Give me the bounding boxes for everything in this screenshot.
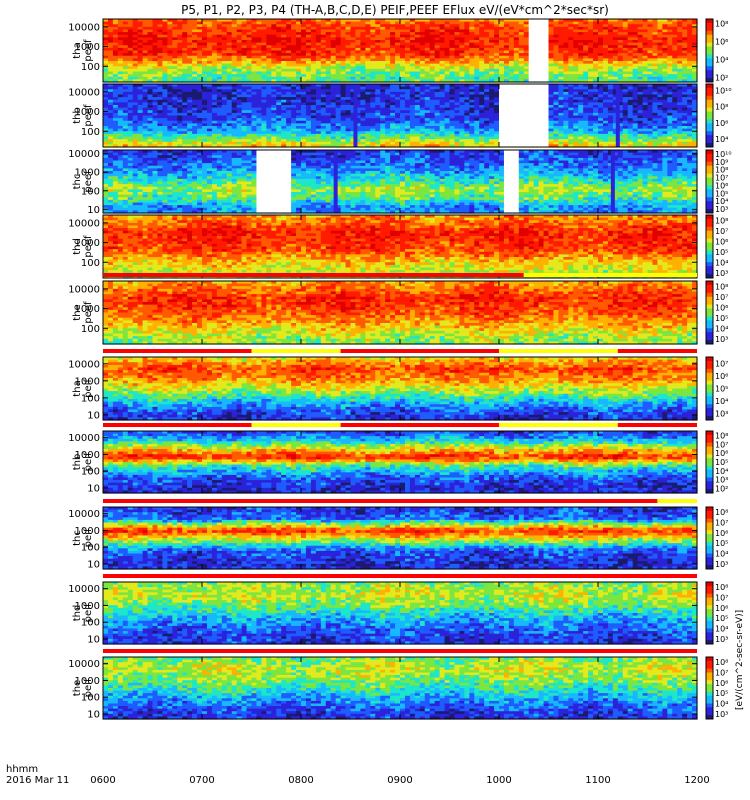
colorbar-band [706,31,713,35]
colorbar-tick-label: 10⁶ [715,38,728,47]
colorbar-band [706,51,713,55]
colorbar-tick-label: 10² [715,74,728,83]
colorbar-band [706,43,713,47]
y-axis-label: peef [83,39,94,62]
colorbar-band [706,19,713,23]
plot-title: P5, P1, P2, P3, P4 (TH-A,B,C,D,E) PEIF,P… [181,3,609,17]
colorbar-band [706,47,713,51]
y-tick-label: 10000 [68,22,100,33]
colorbar-band [706,66,713,70]
colorbar-band [706,70,713,74]
y-tick-label: 100 [81,62,100,73]
colorbar-band [706,58,713,62]
colorbar-band [706,74,713,78]
data-gap [529,19,549,82]
y-axis-label: tha [72,42,83,58]
colorbar-band [706,23,713,27]
colorbar-band [706,39,713,43]
colorbar-band [706,54,713,58]
colorbar-band [706,62,713,66]
colorbar: 10⁸ 10⁶ 10⁴ 10² [706,19,728,83]
heatmap-cells [103,19,698,83]
panel-thb-peef: 100001000100thb peef10¹⁰10⁸10⁶10⁴ [68,84,731,148]
colorbar-tick-label: 10⁸ [715,20,728,29]
colorbar-band [706,35,713,39]
heatmap-cells [103,84,698,148]
colorbar-band [706,27,713,31]
colorbar-tick-label: 10⁴ [715,56,728,65]
